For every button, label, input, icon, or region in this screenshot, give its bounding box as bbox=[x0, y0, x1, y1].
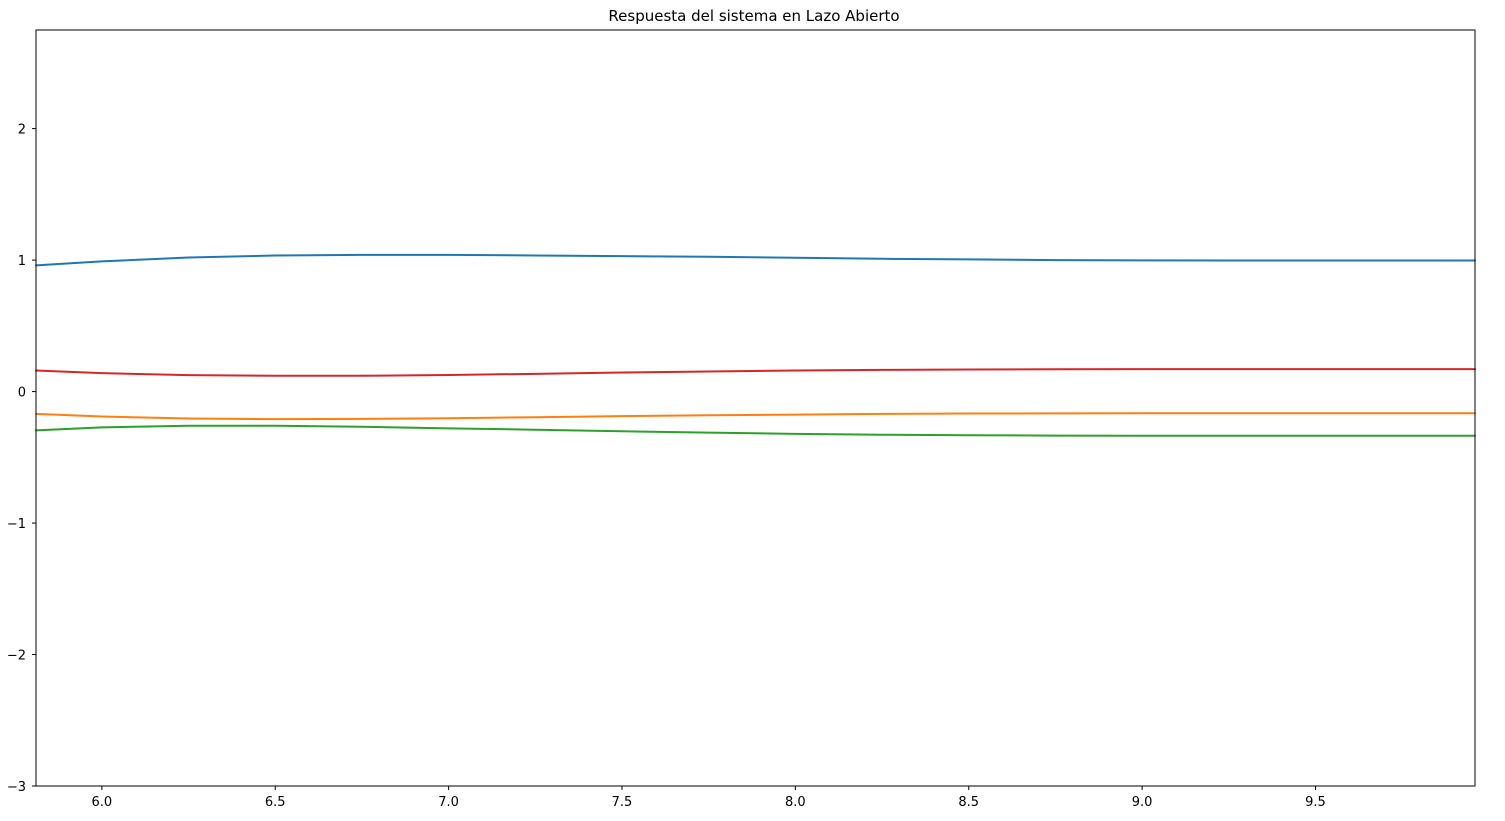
plot-frame bbox=[35, 29, 1476, 787]
y-axis: −3 −2 −1 0 1 2 bbox=[7, 123, 36, 795]
x-tick-label: 6.5 bbox=[265, 795, 286, 810]
x-axis: 6.0 6.5 7.0 7.5 8.0 8.5 9.0 9.5 bbox=[92, 786, 1326, 810]
x-tick-label: 6.0 bbox=[92, 795, 113, 810]
y-tick-label: −2 bbox=[7, 649, 26, 664]
x-tick-label: 7.5 bbox=[612, 795, 633, 810]
series-line-1 bbox=[35, 253, 1476, 267]
x-tick-label: 8.0 bbox=[785, 795, 806, 810]
series-line-2 bbox=[35, 412, 1476, 421]
series-line-3 bbox=[35, 424, 1476, 437]
x-tick-label: 8.5 bbox=[958, 795, 979, 810]
y-tick-label: −1 bbox=[7, 517, 26, 532]
series-layer bbox=[35, 253, 1476, 437]
x-tick-label: 9.5 bbox=[1305, 795, 1326, 810]
y-tick-label: 0 bbox=[18, 386, 26, 401]
chart-title: Respuesta del sistema en Lazo Abierto bbox=[608, 7, 899, 25]
y-tick-label: 2 bbox=[18, 123, 26, 138]
y-tick-label: −3 bbox=[7, 780, 26, 795]
y-tick-label: 1 bbox=[18, 254, 26, 269]
x-tick-label: 9.0 bbox=[1132, 795, 1153, 810]
x-tick-label: 7.0 bbox=[438, 795, 459, 810]
series-line-4 bbox=[35, 368, 1476, 377]
